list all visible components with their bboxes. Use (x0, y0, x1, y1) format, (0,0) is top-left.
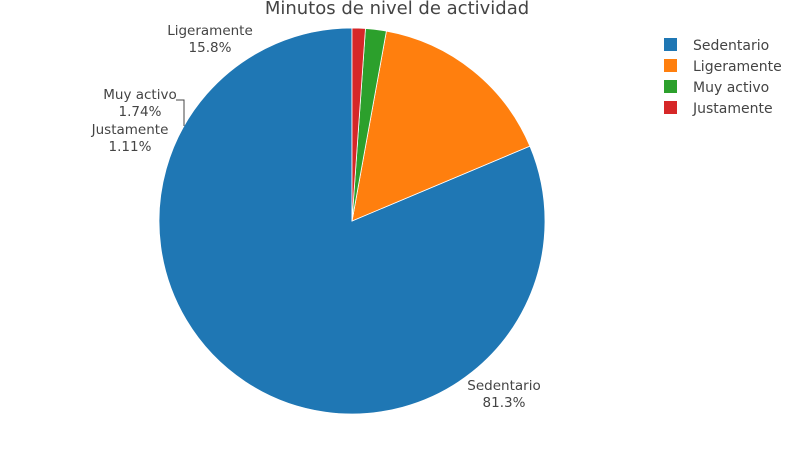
legend-swatch (664, 101, 677, 114)
slice-percent-ligeramente: 15.8% (189, 40, 232, 56)
slice-percent-muy-activo: 1.74% (119, 104, 162, 120)
legend-item-sedentario[interactable]: Sedentario (664, 38, 769, 54)
slice-label-justamente: Justamente (91, 122, 169, 138)
slice-label-sedentario: Sedentario (467, 378, 540, 394)
legend-swatch (664, 38, 677, 51)
pie-slices (158, 27, 546, 415)
legend-swatch (664, 80, 677, 93)
legend-label: Muy activo (693, 80, 769, 96)
slice-label-ligeramente: Ligeramente (167, 23, 253, 39)
legend-label: Sedentario (693, 38, 769, 54)
legend-item-ligeramente[interactable]: Ligeramente (664, 59, 782, 75)
slice-percent-justamente: 1.11% (109, 139, 152, 155)
legend-label: Ligeramente (693, 59, 782, 75)
legend-item-muy-activo[interactable]: Muy activo (664, 80, 769, 96)
pie-slice-justamente[interactable] (351, 27, 366, 222)
legend-item-justamente[interactable]: Justamente (664, 101, 773, 117)
legend: Sedentario Ligeramente Muy activo Justament… (664, 38, 782, 117)
label-leader-line (176, 99, 185, 126)
legend-label: Justamente (692, 101, 773, 117)
slice-label-muy-activo: Muy activo (103, 87, 176, 103)
pie-slice-ligeramente[interactable] (351, 30, 531, 222)
slice-percent-sedentario: 81.3% (483, 395, 526, 411)
chart-title: Minutos de nivel de actividad (265, 0, 529, 19)
legend-swatch (664, 59, 677, 72)
